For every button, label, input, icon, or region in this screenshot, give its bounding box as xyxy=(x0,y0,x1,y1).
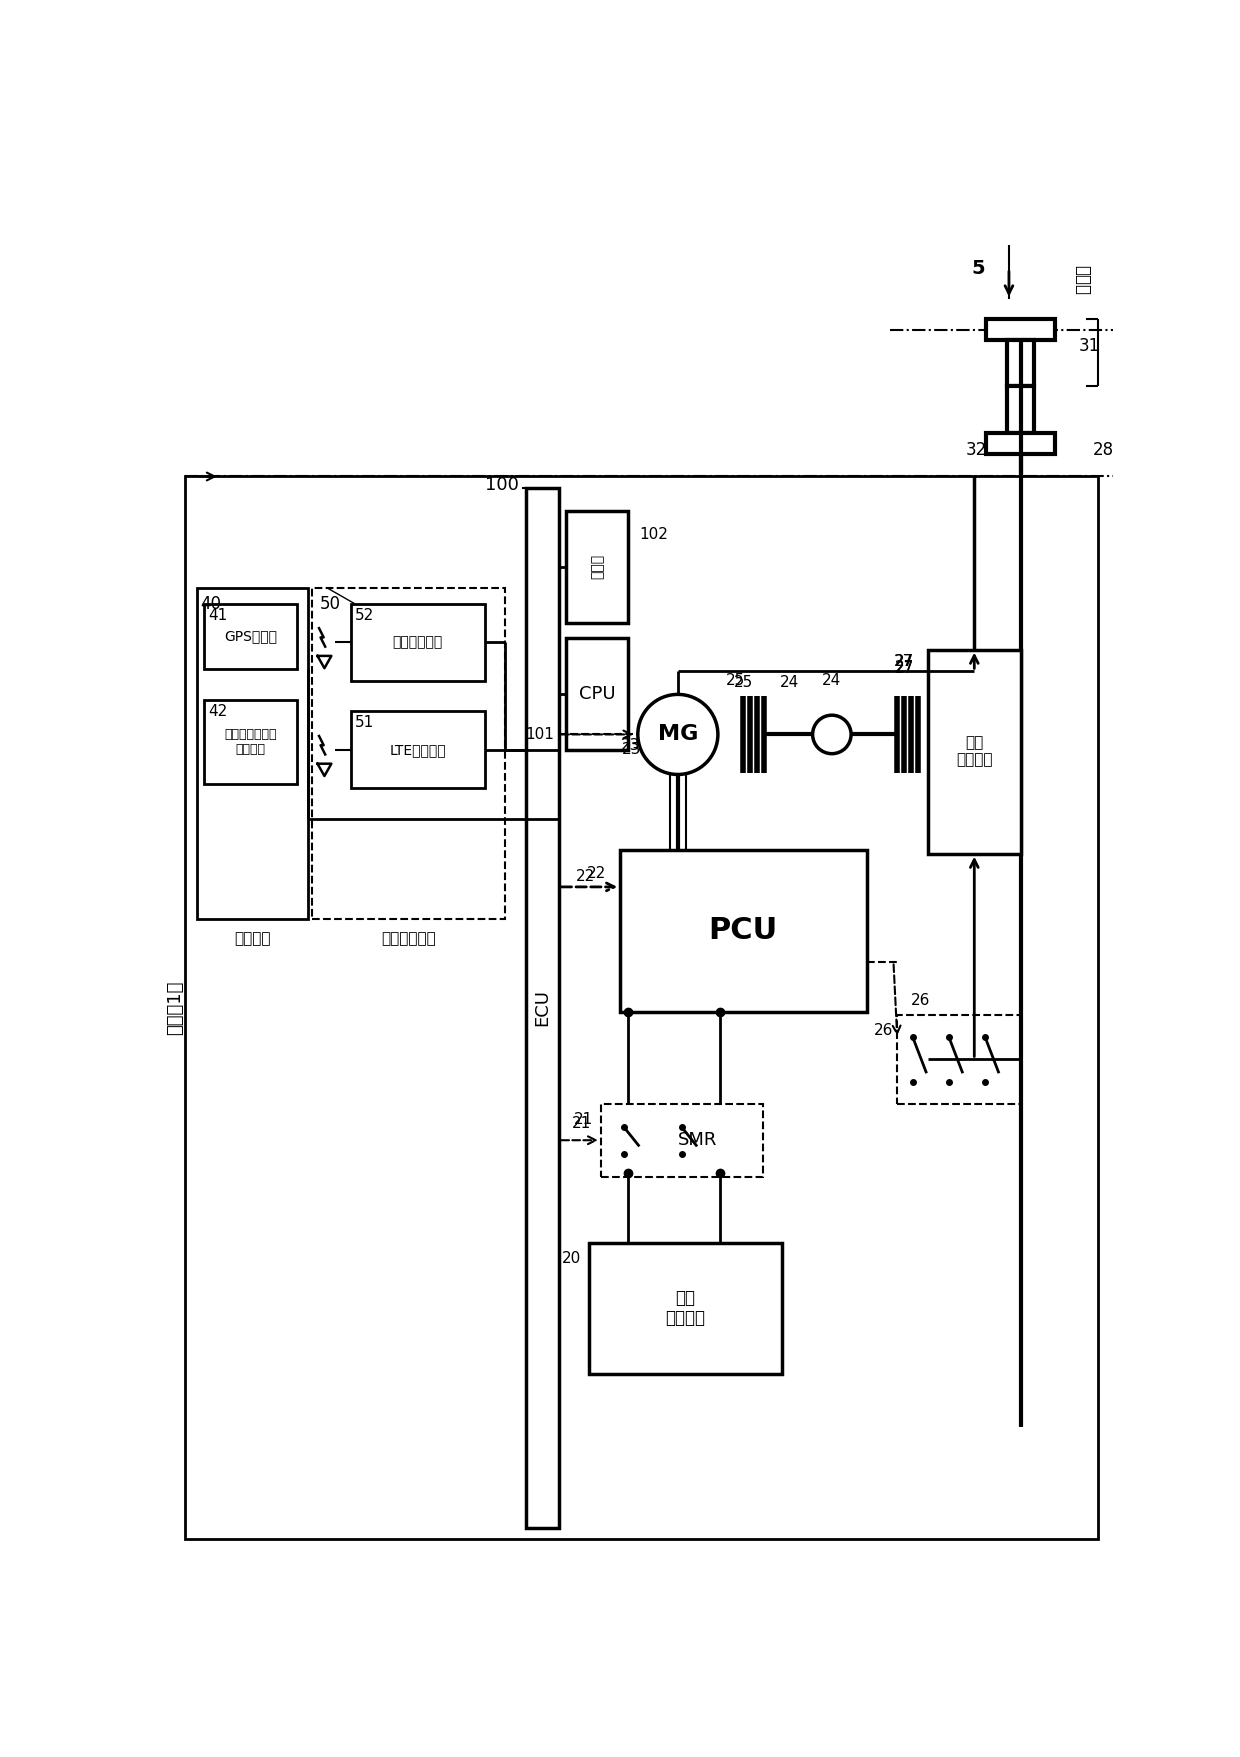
Text: 26: 26 xyxy=(910,993,930,1007)
Text: CPU: CPU xyxy=(579,685,615,703)
Text: LTE通信模块: LTE通信模块 xyxy=(389,743,446,757)
Bar xyxy=(620,850,867,1012)
Bar xyxy=(986,432,1055,453)
Text: 100: 100 xyxy=(485,476,518,494)
Text: 27: 27 xyxy=(894,654,913,669)
Bar xyxy=(185,476,1097,1539)
Text: 22: 22 xyxy=(575,870,595,884)
Text: 充电站: 充电站 xyxy=(1073,265,1091,295)
Bar xyxy=(205,699,296,784)
Text: 24: 24 xyxy=(780,675,799,689)
Text: GPS接收器: GPS接收器 xyxy=(224,629,277,643)
Bar xyxy=(312,589,505,919)
Bar xyxy=(1007,387,1034,432)
Text: 电力
转换装置: 电力 转换装置 xyxy=(956,734,992,768)
Bar xyxy=(526,488,558,1527)
Bar xyxy=(1007,341,1034,387)
Text: 24: 24 xyxy=(822,673,842,689)
Text: 52: 52 xyxy=(355,608,373,622)
Bar xyxy=(567,638,627,750)
Bar xyxy=(351,712,485,789)
Bar xyxy=(986,318,1055,341)
Text: 21: 21 xyxy=(574,1112,593,1126)
Bar xyxy=(601,1103,763,1177)
Text: 电力
存储装置: 电力 存储装置 xyxy=(666,1288,706,1328)
Text: 21: 21 xyxy=(573,1116,591,1132)
Text: 23: 23 xyxy=(620,738,640,754)
Text: 车辆（1）: 车辆（1） xyxy=(166,980,184,1035)
Text: 41: 41 xyxy=(208,608,227,622)
Text: 31: 31 xyxy=(1079,337,1100,355)
Bar xyxy=(928,650,1021,854)
Text: 23: 23 xyxy=(622,743,641,757)
Text: 配备有触摸面板
的显示器: 配备有触摸面板 的显示器 xyxy=(224,727,277,756)
Text: 27: 27 xyxy=(895,661,914,676)
Text: 25: 25 xyxy=(734,675,753,689)
Text: 26: 26 xyxy=(874,1023,894,1038)
Bar xyxy=(351,604,485,680)
Text: 102: 102 xyxy=(640,527,668,541)
Text: ECU: ECU xyxy=(533,989,552,1026)
Text: 27: 27 xyxy=(895,654,914,669)
Bar xyxy=(567,511,627,622)
Text: 导航装置: 导航装置 xyxy=(234,931,270,945)
Text: 101: 101 xyxy=(526,727,554,741)
Bar xyxy=(589,1242,781,1374)
Text: SMR: SMR xyxy=(677,1132,717,1149)
Text: 40: 40 xyxy=(201,594,222,613)
Text: 无线通信装置: 无线通信装置 xyxy=(381,931,435,945)
Text: 22: 22 xyxy=(587,866,606,880)
Text: 20: 20 xyxy=(563,1251,582,1265)
Text: 28: 28 xyxy=(1094,441,1115,459)
Text: PCU: PCU xyxy=(709,917,777,945)
Bar xyxy=(205,604,296,669)
Bar xyxy=(898,1016,1021,1103)
Bar xyxy=(197,589,309,919)
Text: 51: 51 xyxy=(355,715,373,731)
Text: 25: 25 xyxy=(725,673,745,689)
Text: 27: 27 xyxy=(895,661,914,675)
Circle shape xyxy=(812,715,851,754)
Text: 短程通信模块: 短程通信模块 xyxy=(393,634,443,648)
Text: 5: 5 xyxy=(971,258,985,278)
Text: 存储器: 存储器 xyxy=(590,553,604,580)
Text: MG: MG xyxy=(657,724,698,745)
Text: 50: 50 xyxy=(320,594,341,613)
Text: 42: 42 xyxy=(208,705,227,719)
Text: 32: 32 xyxy=(965,441,987,459)
Circle shape xyxy=(637,694,718,775)
